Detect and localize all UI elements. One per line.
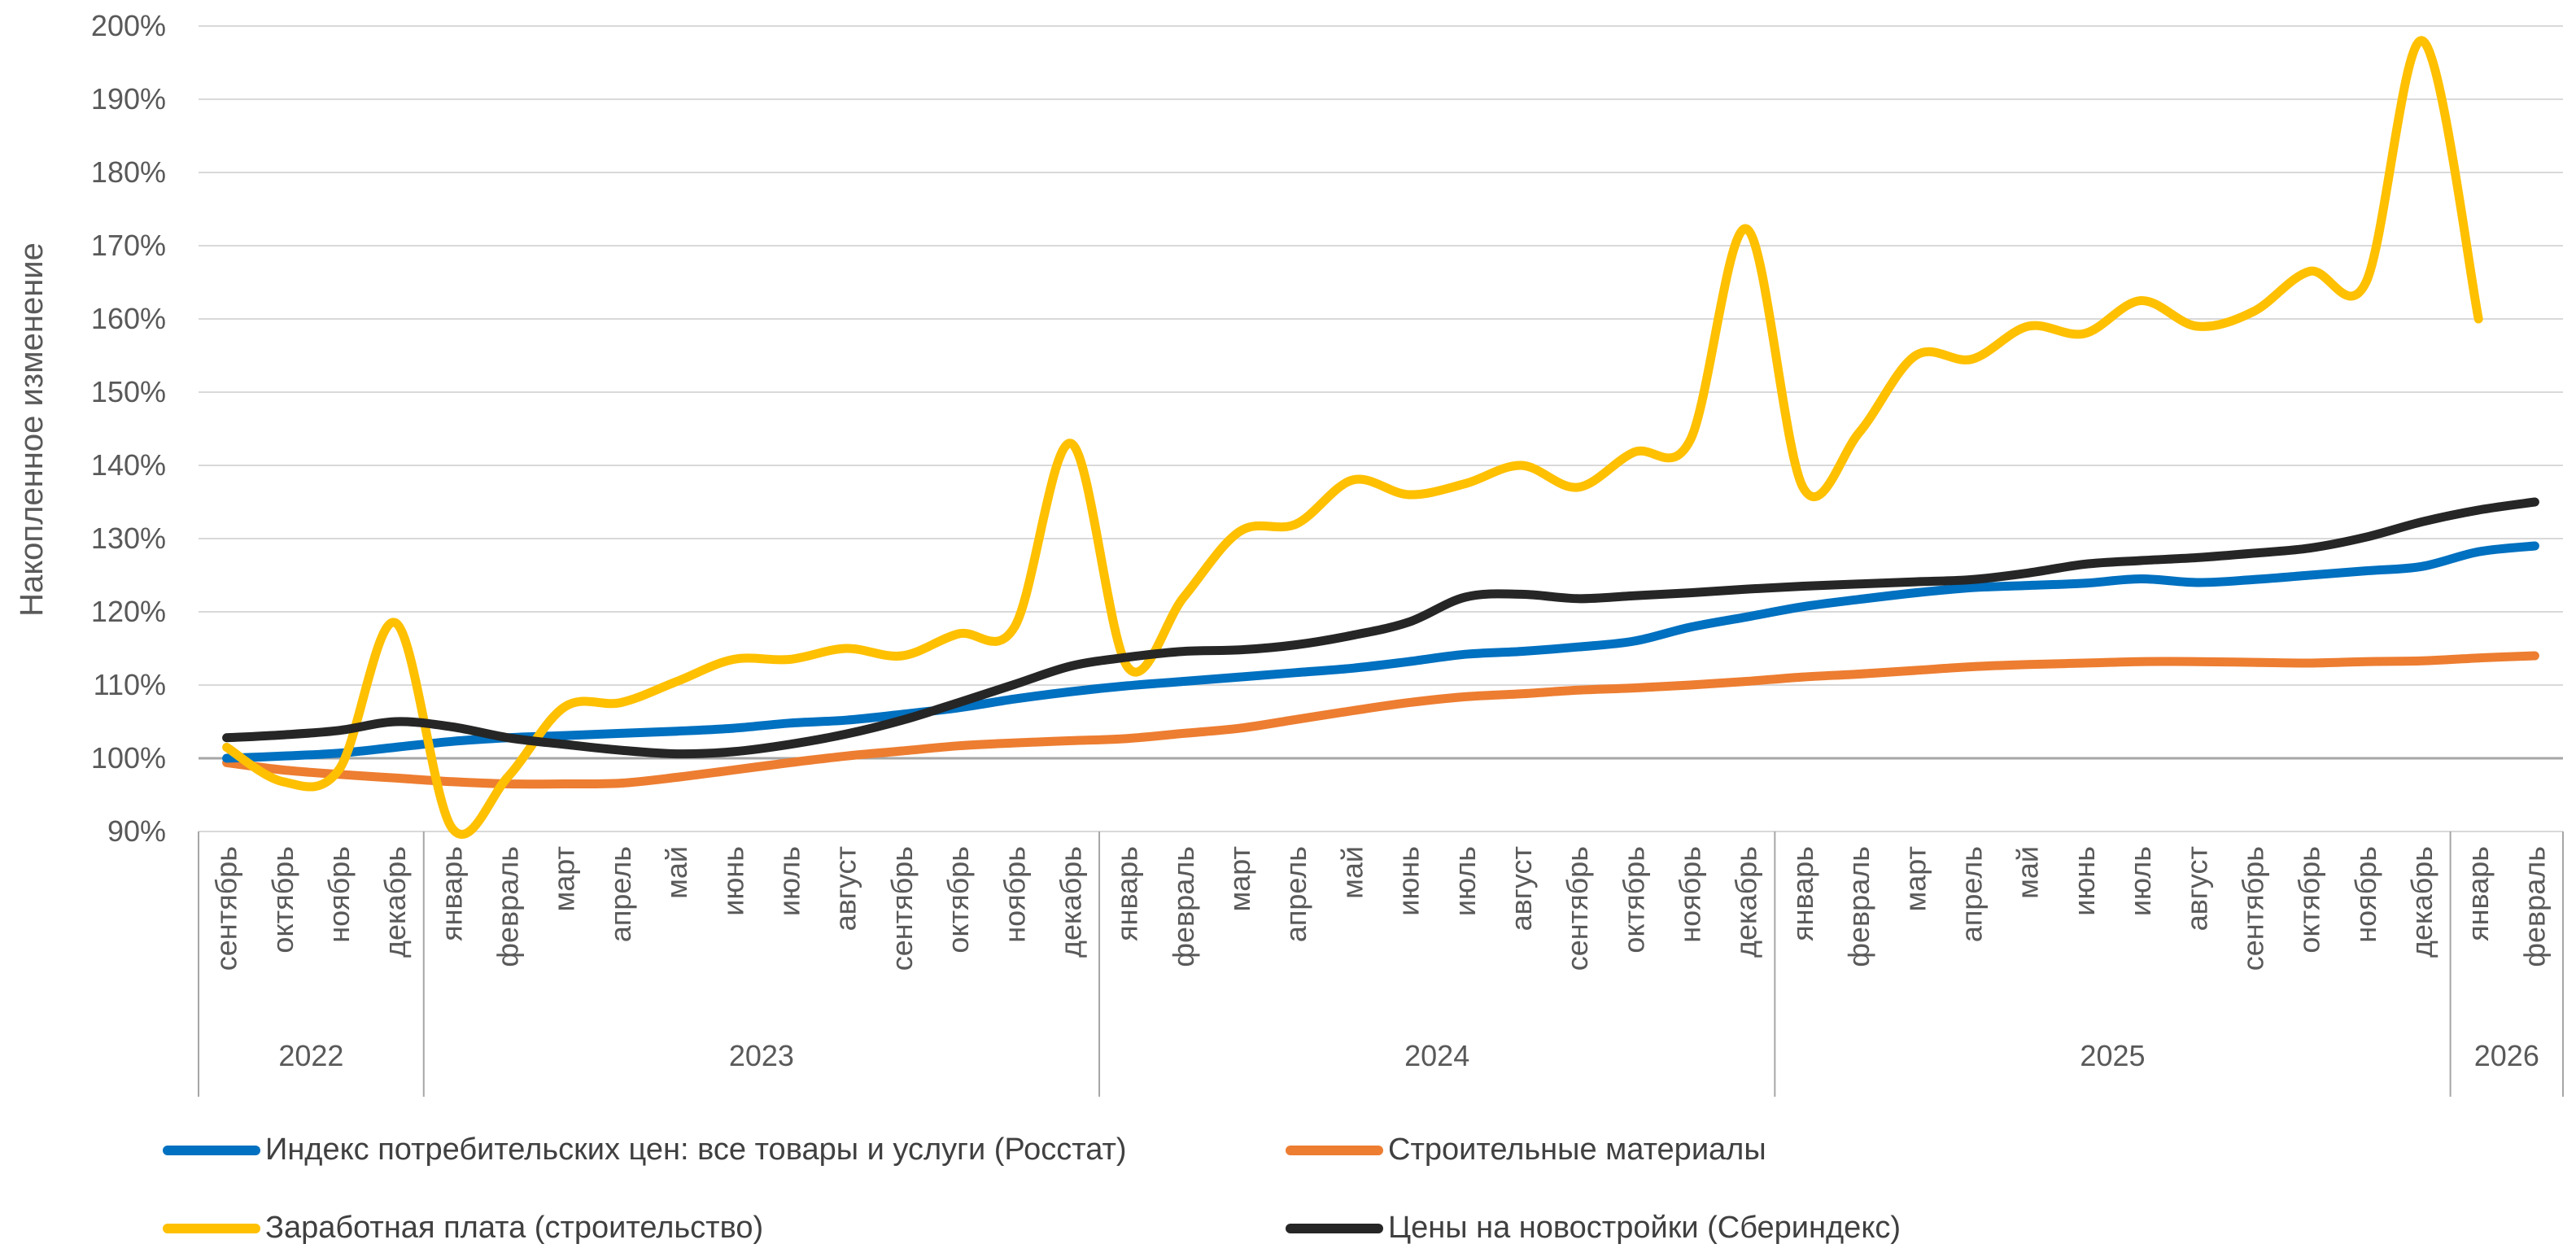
- x-tick-label: сентябрь: [2236, 846, 2269, 971]
- series-line-cpi: [222, 541, 2539, 763]
- y-tick-label: 120%: [91, 595, 166, 628]
- y-tick-label: 100%: [91, 741, 166, 775]
- y-tick-label: 180%: [91, 155, 166, 189]
- y-tick-label: 150%: [91, 375, 166, 408]
- x-tick-label: декабрь: [1730, 846, 1763, 958]
- x-tick-label: июль: [773, 846, 806, 916]
- x-tick-label: апрель: [1279, 846, 1312, 942]
- x-tick-label: август: [829, 846, 862, 931]
- y-tick-label: 130%: [91, 522, 166, 555]
- x-tick-label: май: [2011, 846, 2045, 899]
- y-tick-label: 170%: [91, 229, 166, 262]
- legend-label-new-housing: Цены на новостройки (Сбериндекс): [1388, 1211, 1901, 1245]
- x-tick-label: январь: [1111, 846, 1144, 941]
- year-label: 2024: [1404, 1039, 1469, 1072]
- year-label: 2022: [278, 1039, 343, 1072]
- legend-swatch-wages: [163, 1223, 260, 1233]
- x-tick-label: июнь: [716, 846, 749, 916]
- x-tick-label: январь: [1786, 846, 1819, 941]
- year-label: 2025: [2080, 1039, 2145, 1072]
- year-label: 2023: [729, 1039, 794, 1072]
- x-tick-label: март: [1898, 846, 1932, 912]
- x-tick-label: декабрь: [2405, 846, 2438, 958]
- x-tick-label: январь: [434, 846, 468, 941]
- x-tick-label: февраль: [2517, 846, 2551, 967]
- x-tick-label: октябрь: [2293, 846, 2326, 954]
- x-tick-label: февраль: [1167, 846, 1200, 967]
- legend-item-new-housing: Цены на новостройки (Сбериндекс): [1286, 1211, 1901, 1246]
- y-axis-tick-labels: 90% 100% 110% 120% 130% 140% 150% 160% 170% 180% 1…: [91, 9, 166, 848]
- x-tick-label: ноябрь: [2349, 846, 2382, 943]
- y-tick-label: 90%: [107, 814, 166, 848]
- x-tick-label: ноябрь: [322, 846, 356, 943]
- x-tick-label: май: [660, 846, 693, 899]
- series-line-materials: [222, 651, 2539, 789]
- legend-item-wages: Заработная плата (строительство): [163, 1211, 763, 1246]
- year-label: 2026: [2474, 1039, 2539, 1072]
- x-tick-label: октябрь: [941, 846, 975, 954]
- x-tick-label: ноябрь: [1674, 846, 1707, 943]
- x-tick-label: сентябрь: [1561, 846, 1594, 971]
- x-tick-label: январь: [2461, 846, 2495, 941]
- y-tick-label: 200%: [91, 9, 166, 42]
- x-tick-label: август: [2180, 846, 2213, 931]
- x-tick-label: декабрь: [378, 846, 412, 958]
- series-line-new-housing: [222, 497, 2539, 759]
- x-tick-label: апрель: [604, 846, 637, 942]
- x-tick-label: март: [548, 846, 581, 912]
- legend-item-materials: Строительные материалы: [1286, 1133, 1766, 1168]
- x-tick-label: июнь: [1392, 846, 1426, 916]
- legend-label-cpi: Индекс потребительских цен: все товары и…: [265, 1133, 1127, 1167]
- x-tick-label: апрель: [1955, 846, 1989, 942]
- legend-swatch-new-housing: [1286, 1223, 1383, 1233]
- x-tick-label: май: [1335, 846, 1369, 899]
- x-tick-label: февраль: [1842, 846, 1875, 967]
- x-tick-label: сентябрь: [210, 846, 243, 971]
- x-tick-label: октябрь: [266, 846, 299, 954]
- y-tick-label: 190%: [91, 82, 166, 116]
- legend-label-materials: Строительные материалы: [1388, 1133, 1766, 1167]
- x-tick-label: август: [1504, 846, 1538, 931]
- x-tick-label: июль: [1448, 846, 1482, 916]
- y-tick-label: 140%: [91, 448, 166, 482]
- gridlines: [199, 25, 2563, 832]
- x-tick-label: июль: [2124, 846, 2157, 916]
- y-tick-label: 110%: [94, 668, 166, 701]
- legend-swatch-materials: [1286, 1145, 1383, 1155]
- series-lines: [222, 36, 2539, 839]
- x-axis: сентябрь октябрь ноябрь декабрь январь феврал…: [198, 831, 2564, 1097]
- x-tick-label: февраль: [491, 846, 525, 967]
- legend-item-cpi: Индекс потребительских цен: все товары и…: [163, 1133, 1127, 1168]
- y-tick-label: 160%: [91, 302, 166, 335]
- x-tick-label: октябрь: [1617, 846, 1650, 954]
- legend-label-wages: Заработная плата (строительство): [265, 1211, 764, 1245]
- series-line-wages: [222, 36, 2483, 839]
- x-tick-label: март: [1223, 846, 1256, 912]
- x-tick-label: июнь: [2067, 846, 2101, 916]
- x-tick-label: декабрь: [1054, 846, 1087, 958]
- x-tick-label: ноябрь: [998, 846, 1031, 943]
- x-tick-label: сентябрь: [885, 846, 919, 971]
- legend-swatch-cpi: [163, 1145, 260, 1155]
- y-axis-title: Накопленное изменение: [14, 242, 50, 617]
